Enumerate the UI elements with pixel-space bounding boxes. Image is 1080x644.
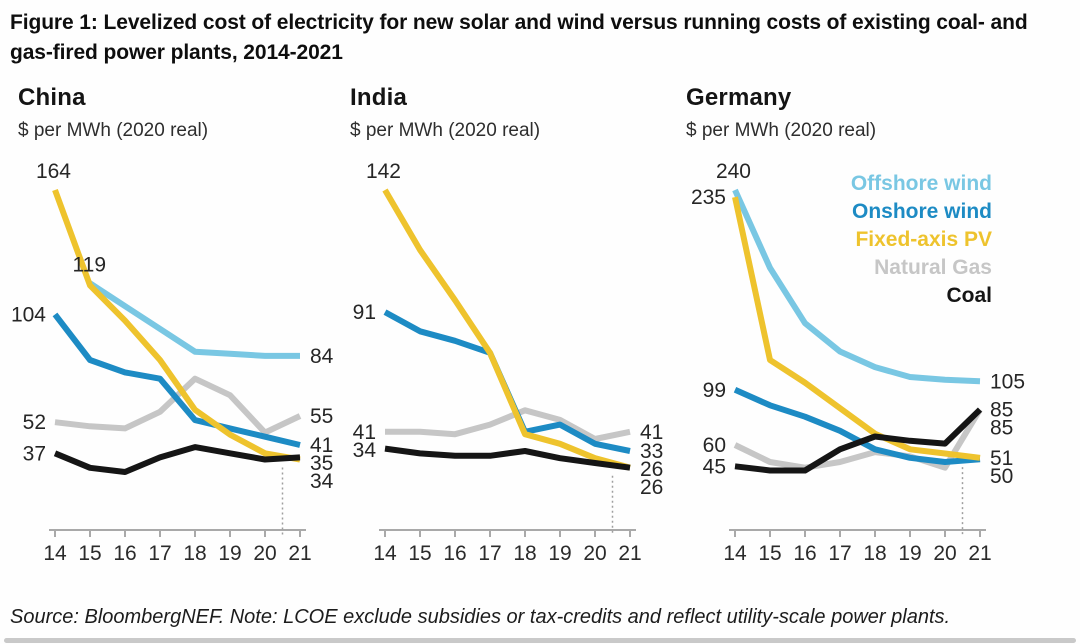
chart-canvas: 14 15 16 17 18 19 20 21164119104523784554135341…: [11, 160, 1025, 565]
china-coal-end-label: 35: [310, 452, 333, 475]
china-x-axis: 14 15 16 17 18 19 20 21: [43, 529, 312, 565]
germany-tick-label-19: 19: [898, 542, 921, 565]
germany-onshore-end-label: 50: [990, 465, 1013, 488]
india-tick-label-20: 20: [583, 542, 606, 565]
india-tick-label-21: 21: [618, 542, 641, 565]
china-offshore-line: [88, 280, 300, 359]
germany-gas-line: [733, 408, 983, 471]
panel-header-germany: Germany $ per MWh (2020 real): [686, 84, 876, 142]
germany-gas-end-label: 85: [990, 399, 1013, 422]
germany-gas-start-label: 60: [703, 434, 726, 457]
germany-tick-label-15: 15: [758, 542, 781, 565]
legend-item-coal: Coal: [946, 284, 992, 307]
india-tick-label-19: 19: [548, 542, 571, 565]
india-pv-line: [382, 188, 631, 471]
panel-header-india: India $ per MWh (2020 real): [350, 84, 540, 142]
germany-tick-label-21: 21: [968, 542, 991, 565]
unit-label-china: $ per MWh (2020 real): [18, 120, 209, 141]
china-tick-label-16: 16: [113, 542, 136, 565]
china-gas-start-label: 52: [23, 411, 46, 434]
china-offshore-start-label: 119: [73, 253, 106, 276]
china-pv-start-label: 164: [36, 160, 71, 183]
germany-coal-line: [734, 407, 983, 474]
china-tick-label-21: 21: [288, 542, 311, 565]
india-tick-label-16: 16: [443, 542, 466, 565]
india-pv-start-label: 142: [366, 160, 401, 183]
germany-offshore-line: [732, 188, 981, 385]
india-gas-line: [385, 407, 631, 442]
india-coal-end-label: 26: [640, 476, 663, 499]
figure-title: Figure 1: Levelized cost of electricity …: [10, 11, 1028, 64]
panel-title-china: China: [18, 84, 86, 111]
germany-x-axis: 14 15 16 17 18 19 20 21: [723, 529, 992, 565]
india-tick-label-15: 15: [408, 542, 431, 565]
india-onshore-end-label: 33: [640, 440, 663, 463]
india-onshore-start-label: 91: [353, 301, 376, 324]
germany-coal-end-label: 85: [990, 417, 1013, 440]
china-tick-label-18: 18: [183, 542, 206, 565]
source-note: Source: BloombergNEF. Note: LCOE exclude…: [10, 606, 951, 628]
chart-legend: Offshore wind Onshore wind Fixed-axis PV Na…: [851, 170, 992, 310]
germany-tick-label-14: 14: [723, 542, 747, 565]
germany-tick-label-16: 16: [793, 542, 816, 565]
india-x-axis: 14 15 16 17 18 19 20 21: [373, 529, 642, 565]
china-tick-label-17: 17: [148, 542, 171, 565]
panel-title-india: India: [350, 84, 408, 111]
india-tick-label-18: 18: [513, 542, 536, 565]
china-onshore-start-label: 104: [11, 303, 46, 326]
china-onshore-end-label: 41: [310, 434, 333, 457]
india-coal-start-label: 34: [353, 439, 377, 462]
unit-label-germany: $ per MWh (2020 real): [686, 120, 877, 141]
germany-coal-start-label: 45: [703, 455, 726, 478]
china-pv-line: [52, 188, 301, 463]
germany-tick-label-20: 20: [933, 542, 956, 565]
legend-item-offshore-wind: Offshore wind: [850, 172, 992, 195]
legend-item-natural-gas: Natural Gas: [874, 256, 992, 279]
china-tick-label-14: 14: [43, 542, 67, 565]
india-gas-end-label: 41: [640, 421, 663, 444]
germany-offshore-end-label: 105: [990, 370, 1025, 393]
india-coal-line: [384, 445, 631, 471]
germany-offshore-start-label: 240: [716, 160, 751, 183]
bottom-edge-bar: [4, 638, 1076, 643]
legend-item-fixed-axis-pv: Fixed-axis PV: [855, 228, 992, 251]
china-onshore-line: [52, 312, 301, 448]
india-pv-end-label: 26: [640, 458, 663, 481]
unit-label-india: $ per MWh (2020 real): [350, 120, 541, 141]
china-coal-start-label: 37: [23, 442, 46, 465]
panel-title-germany: Germany: [686, 84, 792, 111]
china-coal-line: [53, 444, 301, 475]
india-gas-start-label: 41: [353, 421, 376, 444]
india-tick-label-14: 14: [373, 542, 397, 565]
panel-header-china: China $ per MWh (2020 real): [18, 84, 208, 142]
germany-tick-label-18: 18: [863, 542, 886, 565]
china-offshore-end-label: 84: [310, 345, 334, 368]
china-tick-label-15: 15: [78, 542, 101, 565]
china-pv-end-label: 34: [310, 470, 334, 493]
china-tick-label-19: 19: [218, 542, 241, 565]
china-gas-end-label: 55: [310, 405, 333, 428]
germany-pv-end-label: 51: [990, 447, 1013, 470]
germany-onshore-start-label: 99: [703, 379, 726, 402]
germany-pv-line: [732, 196, 981, 461]
india-tick-label-17: 17: [478, 542, 501, 565]
china-tick-label-20: 20: [253, 542, 276, 565]
germany-tick-label-17: 17: [828, 542, 851, 565]
legend-item-onshore-wind: Onshore wind: [851, 200, 992, 223]
germany-pv-start-label: 235: [691, 186, 726, 209]
